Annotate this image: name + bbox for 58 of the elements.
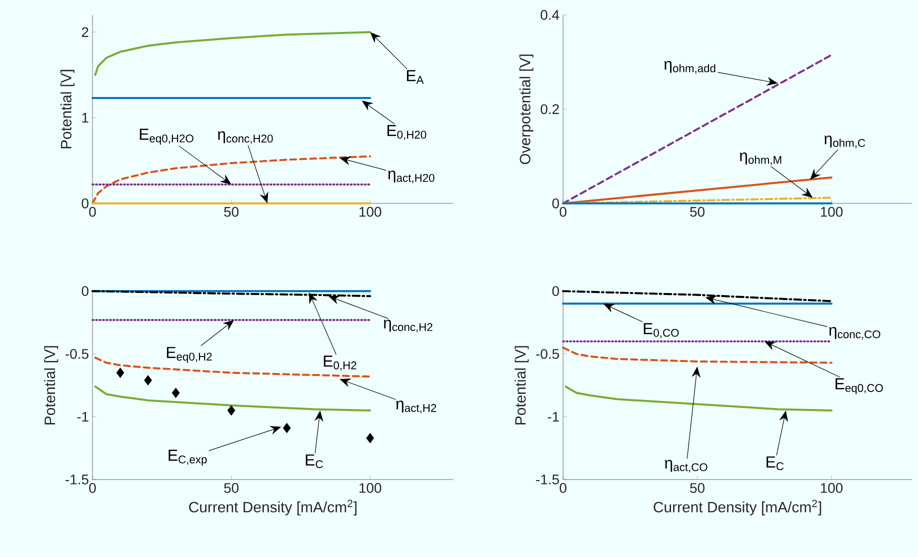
annotation: η$_{conc,H20}$ [218,131,273,144]
annotation: E$_{0,CO}$ [644,322,679,338]
x-tick-label: 100 [360,482,382,493]
y-tick-label: -0.5 [536,348,559,359]
annotation: η$_{ohm,add}$ [664,60,716,74]
y-axis-title: Potential [V] [44,346,58,424]
y-tick-label: -1 [77,412,88,422]
annotation: E$_{eq0,H2O}$ [140,128,194,144]
annotation: E$_{eq0,CO}$ [836,378,883,394]
x-tick-label: 50 [224,206,239,217]
annotation: η$_{conc,CO}$ [829,326,880,340]
x-axis-title: Current Density [mA/cm$^{2}$] [189,500,356,516]
annotation: η$_{ohm,C}$ [824,135,866,148]
y-tick-label: 0 [82,286,88,296]
x-tick-label: 50 [690,206,704,217]
y-tick-label: 0 [552,198,560,208]
annotation: η$_{act,H20}$ [388,170,434,184]
y-axis-title: Overpotential [V] [519,54,534,164]
x-axis-title: Current Density [mA/cm$^{2}$] [654,500,822,516]
x-tick-label: 0 [560,482,566,493]
x-tick-label: 100 [820,206,843,217]
annotation: E$_{C,exp}$ [168,450,207,466]
annotation: η$_{conc,H2}$ [384,320,432,332]
y-tick-label: 1 [82,112,88,122]
y-axis-title: Potential [V] [60,70,74,148]
annotation: η$_{act,H2}$ [396,400,436,414]
annotation: E$_{eq0,H2}$ [166,346,212,363]
annotation: E$_{A}$ [407,70,424,84]
line-series [562,346,832,364]
annotation: E$_{0,H2}$ [324,356,356,370]
y-tick-label: 2 [82,27,88,37]
x-tick-label: 0 [89,206,96,217]
x-tick-label: 100 [820,482,843,493]
point [366,432,374,444]
point [144,374,152,386]
y-tick-label: -1 [548,412,559,422]
annotation: E$_{C}$ [766,456,784,470]
point [172,388,180,398]
x-tick-label: 0 [89,482,96,493]
y-tick-label: -1.5 [536,474,559,484]
point [116,367,124,378]
annotation: E$_{C}$ [306,454,323,468]
x-tick-label: 100 [360,206,382,217]
x-tick-label: 50 [690,482,704,493]
y-tick-label: 0 [82,198,88,208]
annotation: E$_{0,H20}$ [387,124,426,140]
annotation: η$_{act,CO}$ [665,460,708,472]
y-tick-label: -0.5 [66,348,88,359]
y-axis-title: Potential [V] [514,346,529,424]
x-tick-label: 50 [224,482,239,493]
y-tick-label: -1.5 [66,474,88,484]
y-tick-label: 0.4 [540,10,560,20]
y-tick-label: 0 [552,286,560,296]
y-tick-label: 0.2 [540,104,559,114]
point [227,405,236,416]
x-tick-label: 0 [560,206,566,217]
point [282,422,291,434]
annotation: η$_{ohm,M}$ [740,152,782,165]
